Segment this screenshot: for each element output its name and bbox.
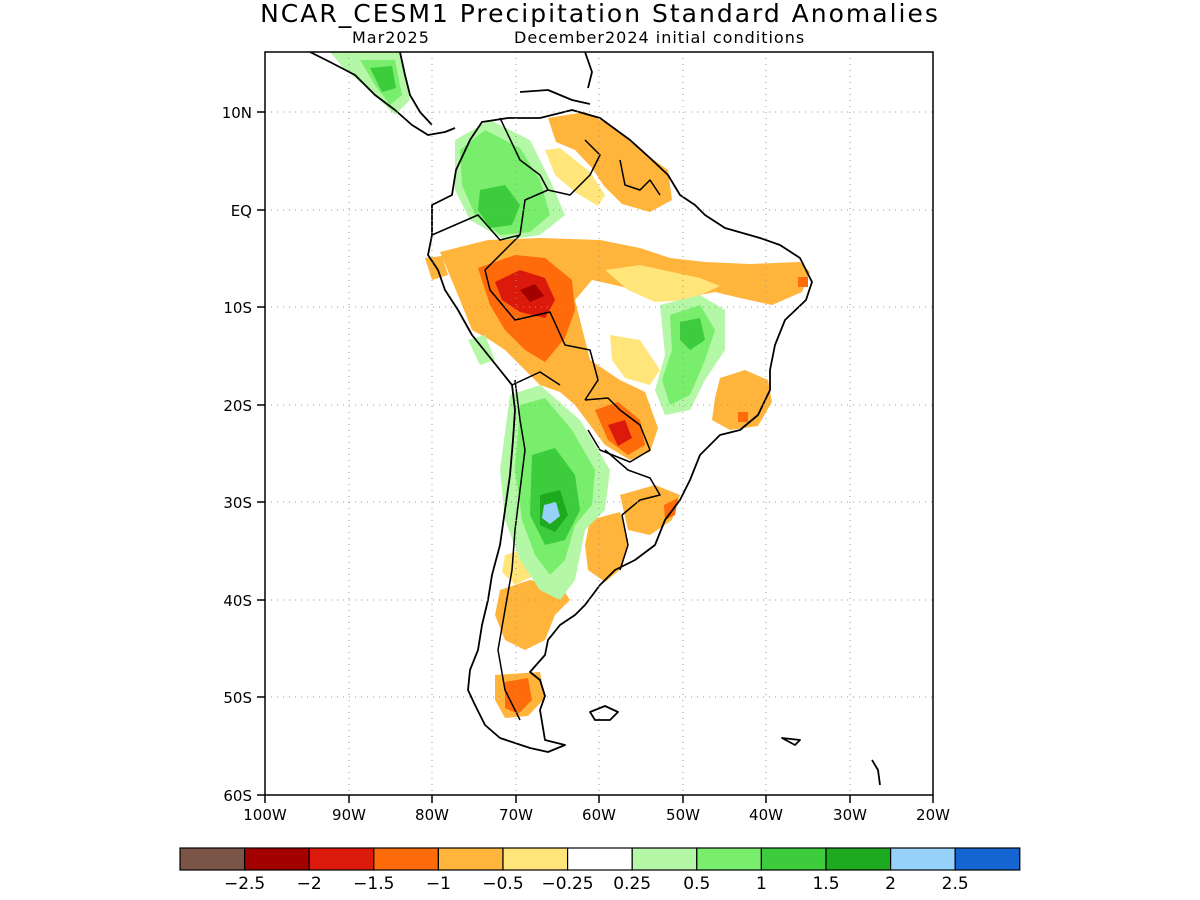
border-guianas	[619, 159, 661, 196]
lat-tick-label: 20S	[223, 397, 252, 415]
lon-tick-label: 60W	[582, 806, 616, 824]
anomaly-centralam-mid	[370, 66, 396, 92]
falkland-islands	[589, 705, 619, 721]
colorbar-swatch	[696, 847, 762, 871]
colorbar-swatch	[889, 847, 956, 871]
colorbar-label: 1	[756, 874, 767, 894]
colorbar-label: −2.5	[224, 874, 265, 894]
colorbar: −2.5 −2 −1.5 −1 −0.5 −0.25 0.25 0.5 1 1.5 2 2.5	[179, 847, 1021, 894]
lon-tick-label: 100W	[243, 806, 287, 824]
lon-tick-label: 80W	[415, 806, 449, 824]
lat-tick-label: 50S	[223, 689, 252, 707]
lat-tick-label: 60S	[223, 787, 252, 805]
colorbar-swatch	[502, 847, 569, 871]
anomaly-coast-spot	[664, 498, 678, 520]
colorbar-label: 2.5	[942, 874, 969, 894]
anomaly-paraguay-fringe	[610, 335, 660, 385]
border-colombia-venezuela	[499, 117, 549, 236]
south-georgia	[781, 737, 801, 746]
central-america-coastline	[309, 52, 456, 136]
lon-tick-label: 30W	[833, 806, 867, 824]
colorbar-swatch	[179, 847, 246, 871]
colorbar-label: −0.25	[542, 874, 594, 894]
anomaly-se-brazil-spot	[738, 412, 748, 422]
south-sandwich	[871, 759, 881, 786]
colorbar-label: −2	[297, 874, 322, 894]
border-argentina-brazil-uruguay	[604, 449, 661, 571]
colorbar-label: −1.5	[353, 874, 394, 894]
tick-marks	[257, 111, 934, 803]
lat-tick-label: 40S	[223, 592, 252, 610]
lat-tick-label: EQ	[231, 202, 252, 220]
colorbar-label: 0.25	[613, 874, 651, 894]
lon-tick-label: 70W	[499, 806, 533, 824]
colorbar-swatch	[954, 847, 1021, 871]
anomaly-field	[330, 52, 810, 718]
coastlines	[309, 52, 881, 786]
anomaly-colombia-mid	[478, 185, 520, 228]
colorbar-label: −0.5	[482, 874, 523, 894]
border-peru-brazil-bolivia	[484, 234, 599, 401]
colorbar-label: 2	[885, 874, 896, 894]
anomaly-guianas-dry	[548, 112, 672, 212]
south-america-coastline	[427, 109, 813, 753]
border-peru-chile	[511, 371, 561, 386]
anomaly-guianas-fringe	[545, 148, 605, 206]
border-colombia-ecuador-peru	[431, 214, 521, 241]
border-chile-argentina	[497, 379, 526, 721]
colorbar-label: 1.5	[812, 874, 839, 894]
anomaly-patagonia-dry	[495, 580, 570, 650]
colorbar-swatch	[760, 847, 827, 871]
country-borders	[431, 117, 661, 721]
colorbar-swatch	[631, 847, 698, 871]
colorbar-swatch	[308, 847, 375, 871]
lat-tick-label: 30S	[223, 494, 252, 512]
lon-tick-label: 90W	[332, 806, 366, 824]
anomaly-brazil-mid	[680, 318, 705, 350]
anomaly-ne-brazil-spot	[798, 277, 808, 287]
colorbar-swatch	[825, 847, 892, 871]
subtitle-init: December2024 initial conditions	[514, 28, 806, 47]
lat-labels: 10N EQ 10S 20S 30S 40S 50S 60S	[222, 104, 252, 805]
colorbar-swatch	[373, 847, 439, 871]
lon-tick-label: 50W	[666, 806, 700, 824]
colorbar-label: 0.5	[683, 874, 710, 894]
caribbean-islands	[519, 52, 593, 105]
border-bolivia-paraguay	[584, 397, 651, 463]
lat-tick-label: 10N	[222, 104, 252, 122]
lon-tick-label: 20W	[916, 806, 950, 824]
anomaly-riodelaplata-dry	[620, 485, 680, 535]
anomaly-argentina-blue	[542, 502, 560, 524]
border-venezuela-guyana	[547, 139, 601, 196]
anomaly-paraguay-red	[608, 420, 632, 446]
lon-labels: 100W 90W 80W 70W 60W 50W 40W 30W 20W	[243, 806, 950, 824]
lat-tick-label: 10S	[223, 299, 252, 317]
anomaly-ecuador-coast-light	[468, 335, 495, 365]
anomaly-brazil-fringe	[605, 265, 720, 302]
colorbar-swatch	[566, 847, 633, 871]
colorbar-swatch	[244, 847, 310, 871]
lon-tick-label: 40W	[749, 806, 783, 824]
chart-title: NCAR_CESM1 Precipitation Standard Anomal…	[260, 0, 940, 28]
anomaly-peru-darkred	[520, 284, 544, 302]
anomaly-uruguay-dry	[585, 512, 628, 582]
subtitle-month: Mar2025	[352, 28, 430, 47]
colorbar-swatch	[437, 847, 504, 871]
colorbar-label: −1	[426, 874, 451, 894]
